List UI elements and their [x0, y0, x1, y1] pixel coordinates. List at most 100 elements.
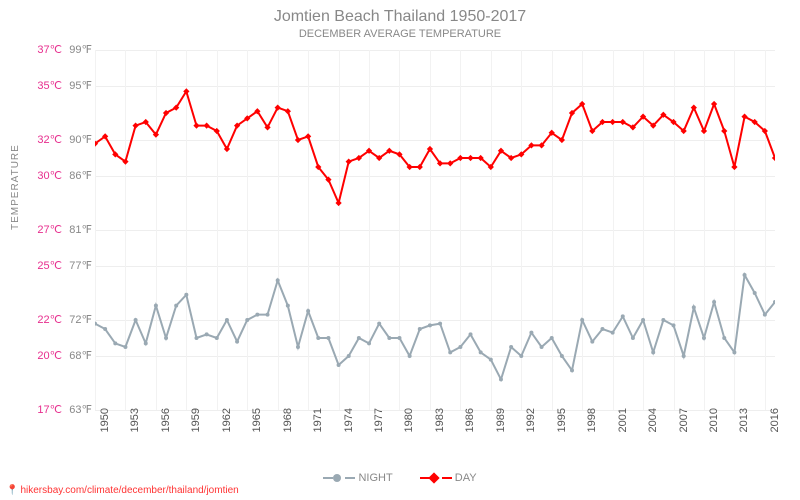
marker-night [245, 318, 249, 322]
marker-night [712, 300, 716, 304]
marker-night [347, 354, 351, 358]
y-tick-celsius: 32℃ [30, 133, 62, 146]
legend-item-night: NIGHT [323, 472, 392, 484]
legend: NIGHT DAY [0, 472, 800, 484]
marker-night [235, 340, 239, 344]
marker-day [295, 137, 301, 143]
marker-night [154, 304, 158, 308]
marker-night [225, 318, 229, 322]
marker-night [377, 322, 381, 326]
y-tick-fahrenheit: 86℉ [64, 169, 92, 182]
marker-night [600, 327, 604, 331]
legend-label-day: DAY [455, 472, 477, 484]
marker-night [276, 278, 280, 282]
y-tick-celsius: 30℃ [30, 169, 62, 182]
marker-night [408, 354, 412, 358]
x-tick-label: 1956 [160, 408, 172, 448]
marker-day [335, 200, 341, 206]
marker-day [711, 101, 717, 107]
marker-night [753, 291, 757, 295]
y-tick-celsius: 17℃ [30, 403, 62, 416]
marker-night [184, 293, 188, 297]
marker-night [550, 336, 554, 340]
x-tick-label: 1983 [434, 408, 446, 448]
marker-night [357, 336, 361, 340]
x-tick-label: 1959 [190, 408, 202, 448]
x-tick-label: 2001 [617, 408, 629, 448]
x-tick-label: 2010 [708, 408, 720, 448]
marker-day [305, 133, 311, 139]
x-tick-label: 1950 [99, 408, 111, 448]
marker-night [448, 350, 452, 354]
marker-night [326, 336, 330, 340]
marker-night [113, 341, 117, 345]
marker-night [458, 345, 462, 349]
marker-night [194, 336, 198, 340]
marker-night [103, 327, 107, 331]
marker-night [763, 313, 767, 317]
marker-day [691, 104, 697, 110]
x-tick-label: 1995 [556, 408, 568, 448]
marker-day [731, 164, 737, 170]
marker-day [701, 128, 707, 134]
chart-subtitle: December average temperature [0, 26, 800, 40]
marker-night [722, 336, 726, 340]
y-tick-celsius: 27℃ [30, 223, 62, 236]
marker-night [540, 345, 544, 349]
y-tick-fahrenheit: 63℉ [64, 403, 92, 416]
y-tick-celsius: 35℃ [30, 79, 62, 92]
plot-area [95, 50, 775, 410]
marker-night [306, 309, 310, 313]
x-tick-label: 1962 [221, 408, 233, 448]
marker-night [519, 354, 523, 358]
marker-night [692, 305, 696, 309]
marker-night [134, 318, 138, 322]
y-tick-celsius: 37℃ [30, 43, 62, 56]
y-tick-fahrenheit: 81℉ [64, 223, 92, 236]
marker-night [651, 350, 655, 354]
y-tick-celsius: 22℃ [30, 313, 62, 326]
marker-night [529, 331, 533, 335]
legend-item-day: DAY [420, 472, 477, 484]
marker-night [418, 327, 422, 331]
y-tick-celsius: 20℃ [30, 349, 62, 362]
x-tick-label: 1986 [464, 408, 476, 448]
marker-night [732, 350, 736, 354]
x-tick-label: 1971 [312, 408, 324, 448]
marker-night [499, 377, 503, 381]
x-tick-label: 1977 [373, 408, 385, 448]
marker-night [316, 336, 320, 340]
marker-night [489, 358, 493, 362]
x-tick-label: 2007 [678, 408, 690, 448]
marker-night [580, 318, 584, 322]
marker-day [132, 122, 138, 128]
marker-night [387, 336, 391, 340]
marker-night [611, 331, 615, 335]
x-tick-label: 1998 [586, 408, 598, 448]
marker-night [641, 318, 645, 322]
marker-day [285, 108, 291, 114]
series-line-day [95, 91, 775, 203]
marker-night [205, 332, 209, 336]
marker-night [621, 314, 625, 318]
y-tick-fahrenheit: 77℉ [64, 259, 92, 272]
legend-marker-night [333, 474, 341, 482]
legend-label-night: NIGHT [358, 472, 392, 484]
marker-night [672, 323, 676, 327]
marker-night [164, 336, 168, 340]
marker-night [479, 350, 483, 354]
marker-night [469, 332, 473, 336]
pin-icon: 📍 [6, 485, 18, 496]
x-tick-label: 1953 [129, 408, 141, 448]
marker-night [286, 304, 290, 308]
source-link: 📍hikersbay.com/climate/december/thailand… [6, 485, 239, 496]
x-tick-label: 2016 [769, 408, 781, 448]
marker-day [346, 158, 352, 164]
marker-night [215, 336, 219, 340]
y-tick-fahrenheit: 72℉ [64, 313, 92, 326]
marker-day [609, 119, 615, 125]
y-tick-fahrenheit: 99℉ [64, 43, 92, 56]
marker-night [570, 368, 574, 372]
marker-night [590, 340, 594, 344]
x-tick-label: 1965 [251, 408, 263, 448]
